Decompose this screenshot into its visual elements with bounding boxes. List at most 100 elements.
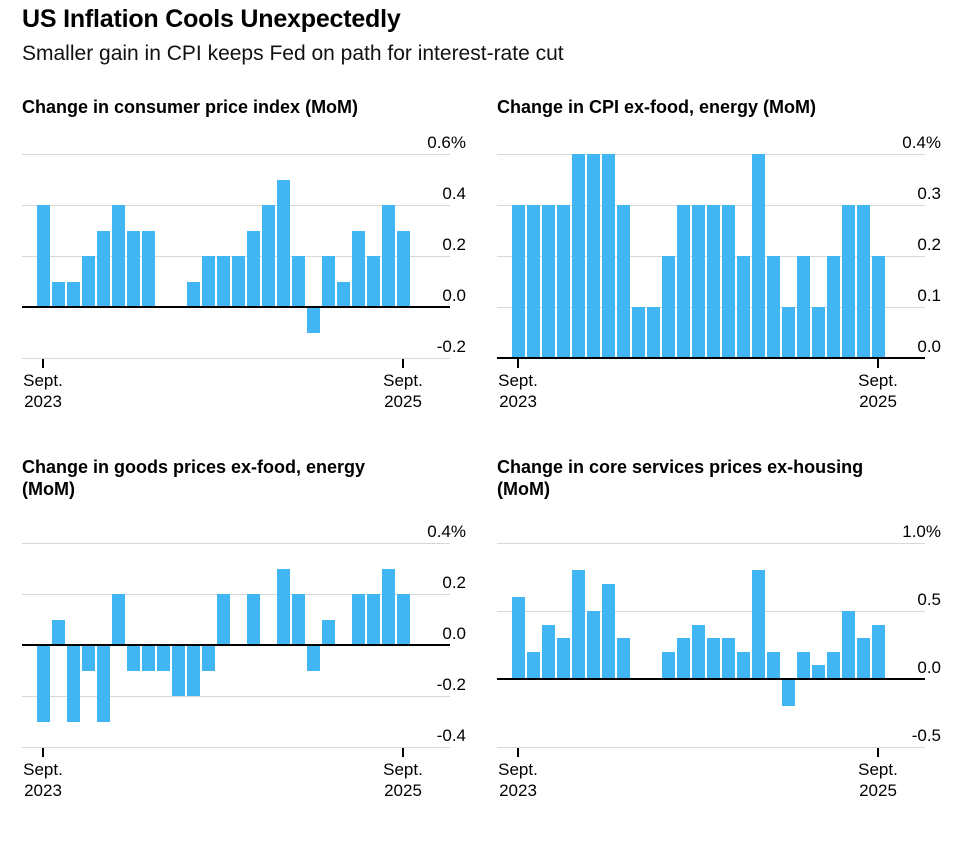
x-axis-label-line: Sept.	[23, 760, 63, 779]
x-axis-label-line: Sept.	[498, 760, 538, 779]
gridline	[22, 594, 450, 595]
bar-sep-2024	[691, 624, 705, 679]
bar-apr-2025	[321, 619, 335, 645]
bar-may-2025	[811, 665, 825, 679]
bar-dec-2024	[261, 205, 275, 307]
chart-title-line: (MoM)	[497, 479, 550, 499]
bar-sep-2024	[216, 594, 230, 645]
x-axis-label-line: Sept.	[383, 760, 423, 779]
chart-title-core-services-ex-housing-mom: Change in core services prices ex-housin…	[497, 456, 957, 500]
bar-aug-2024	[201, 256, 215, 307]
chart-title-core-cpi-mom: Change in CPI ex-food, energy (MoM)	[497, 96, 957, 118]
bar-oct-2023	[51, 281, 65, 307]
bar-jun-2025	[826, 651, 840, 679]
bar-jan-2025	[751, 570, 765, 679]
x-axis-label-line: Sept.	[858, 371, 898, 390]
y-axis-label: 0.6%	[427, 133, 466, 152]
bar-may-2024	[156, 645, 170, 671]
bar-mar-2024	[601, 583, 615, 679]
bar-nov-2023	[66, 645, 80, 722]
gridline	[497, 611, 925, 612]
bar-aug-2025	[856, 205, 870, 358]
bar-jan-2025	[751, 154, 765, 358]
x-axis-label-line: 2023	[499, 392, 537, 411]
y-axis-label: 0.4%	[427, 522, 466, 541]
bar-jan-2024	[571, 570, 585, 679]
gridline	[497, 154, 925, 155]
bar-jan-2024	[96, 230, 110, 307]
bar-aug-2024	[676, 638, 690, 679]
y-axis-label: 1.0%	[902, 522, 941, 541]
bar-feb-2024	[586, 611, 600, 679]
bar-dec-2023	[556, 638, 570, 679]
bar-nov-2024	[721, 638, 735, 679]
bar-oct-2024	[231, 256, 245, 307]
x-axis-label: Sept. 2023	[473, 759, 563, 801]
bar-feb-2025	[291, 594, 305, 645]
x-axis-tick	[517, 359, 519, 368]
chart-title-cpi-mom: Change in consumer price index (MoM)	[22, 96, 482, 118]
y-axis-label: 0.4	[442, 184, 466, 203]
y-axis-label: -0.5	[911, 726, 941, 745]
gridline	[22, 205, 450, 206]
x-axis-label: Sept. 2023	[0, 759, 88, 801]
x-axis-label-line: Sept.	[23, 371, 63, 390]
x-axis-label-line: 2025	[384, 392, 422, 411]
x-axis-tick	[517, 748, 519, 757]
bar-oct-2023	[51, 619, 65, 645]
x-axis-label-line: 2023	[24, 781, 62, 800]
bar-mar-2025	[781, 679, 795, 707]
bar-nov-2023	[66, 281, 80, 307]
y-axis-label: 0.0	[442, 624, 466, 643]
bar-jun-2025	[351, 230, 365, 307]
x-axis-label: Sept. 2023	[0, 370, 88, 412]
chart-title-core-goods-mom: Change in goods prices ex-food, energy (M…	[22, 456, 482, 500]
bar-jul-2025	[841, 611, 855, 679]
bar-feb-2024	[111, 594, 125, 645]
bar-sep-2025	[396, 230, 410, 307]
bar-feb-2025	[766, 651, 780, 679]
bar-dec-2023	[81, 645, 95, 671]
x-axis-label: Sept. 2025	[358, 759, 448, 801]
y-axis-label: 0.3	[917, 184, 941, 203]
zero-line	[497, 357, 925, 359]
bar-dec-2024	[736, 651, 750, 679]
bar-apr-2024	[141, 230, 155, 307]
bar-sep-2023	[36, 205, 50, 307]
x-axis-label: Sept. 2023	[473, 370, 563, 412]
bar-sep-2025	[396, 594, 410, 645]
bar-sep-2025	[871, 624, 885, 679]
gridline	[22, 747, 450, 748]
bar-oct-2024	[706, 638, 720, 679]
gridline	[22, 154, 450, 155]
y-axis-label: 0.2	[442, 573, 466, 592]
bar-jun-2025	[351, 594, 365, 645]
bar-jul-2024	[186, 281, 200, 307]
bar-nov-2024	[246, 594, 260, 645]
x-axis-label: Sept. 2025	[358, 370, 448, 412]
x-axis-label-line: Sept.	[498, 371, 538, 390]
y-axis-label: -0.2	[436, 675, 466, 694]
bar-aug-2024	[676, 205, 690, 358]
bar-feb-2025	[766, 256, 780, 358]
plot-area-core-services-ex-housing-mom: Sept. 2023 Sept. 2025	[497, 543, 925, 800]
x-axis-label-line: 2025	[859, 392, 897, 411]
y-axis-label: 0.0	[442, 286, 466, 305]
bar-jul-2025	[366, 594, 380, 645]
bar-sep-2023	[511, 205, 525, 358]
bar-aug-2025	[381, 205, 395, 307]
bar-sep-2024	[216, 256, 230, 307]
bar-jul-2024	[661, 651, 675, 679]
y-axis-label: 0.0	[917, 658, 941, 677]
y-axis-label: 0.2	[917, 235, 941, 254]
bar-jul-2024	[186, 645, 200, 696]
x-axis-label-line: 2025	[859, 781, 897, 800]
bar-jan-2025	[276, 568, 290, 645]
y-axis-label: 0.5	[917, 590, 941, 609]
bar-oct-2024	[706, 205, 720, 358]
bar-dec-2023	[81, 256, 95, 307]
bar-sep-2023	[511, 597, 525, 679]
bar-nov-2023	[541, 624, 555, 679]
chart-title-line: Change in goods prices ex-food, energy	[22, 457, 366, 477]
